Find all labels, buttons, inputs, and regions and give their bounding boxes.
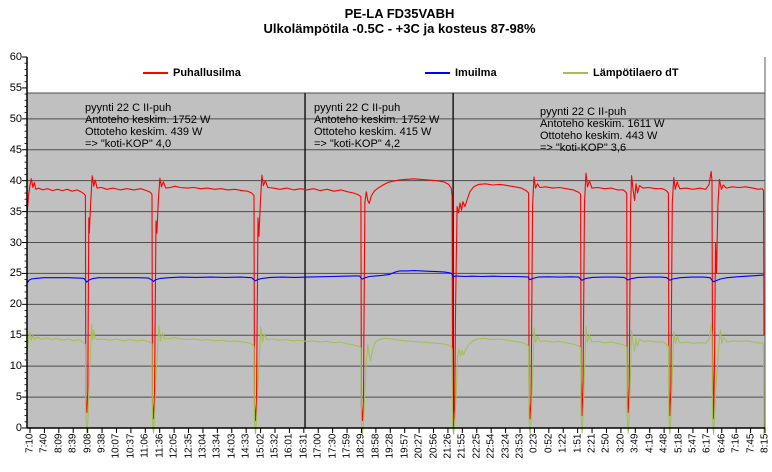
y-tick-label: 35 — [9, 205, 22, 218]
x-tick-label: 17:00 — [312, 433, 324, 459]
x-tick-label: 17:59 — [341, 433, 353, 459]
x-tick-label: 6:17 — [701, 433, 713, 453]
x-tick-label: 22:25 — [471, 433, 483, 459]
x-tick-label: 15:02 — [255, 433, 267, 459]
y-tick-label: 30 — [9, 236, 22, 249]
x-tick-label: 17:30 — [327, 433, 339, 459]
x-tick-label: 18:58 — [370, 433, 382, 459]
annotation-line: Ottoteho keskim. 415 W — [314, 126, 432, 138]
annotation-line: pyynti 22 C II-puh — [540, 106, 627, 118]
x-tick-label: 3:49 — [629, 433, 641, 453]
x-tick-label: 11:06 — [139, 433, 151, 458]
annotation-line: pyynti 22 C II-puh — [85, 102, 172, 114]
legend-item-imuilma: Imuilma — [425, 66, 497, 80]
y-tick-label: 15 — [9, 329, 22, 342]
legend-line-imuilma-icon — [425, 72, 450, 74]
annotation-line: Ottoteho keskim. 439 W — [85, 126, 203, 138]
annotation-line: => "koti-KOP" 3,6 — [540, 142, 627, 154]
legend-label: Lämpötilaero dT — [593, 67, 679, 79]
chart-title: PE-LA FD35VABH — [344, 6, 455, 21]
x-tick-label: 9:38 — [96, 433, 108, 453]
annotation-period-2: pyynti 22 C II-puh Antoteho keskim. 1752… — [314, 102, 439, 150]
chart-title-block: PE-LA FD35VABH Ulkolämpötila -0.5C - +3C… — [27, 6, 772, 36]
chart-subtitle: Ulkolämpötila -0.5C - +3C ja kosteus 87-… — [263, 21, 536, 36]
x-tick-label: 3:20 — [615, 433, 627, 453]
x-tick-label: 13:04 — [197, 433, 209, 459]
legend-line-puhallusilma-icon — [143, 72, 168, 74]
x-tick-label: 8:15 — [759, 433, 771, 453]
y-tick-label: 5 — [15, 391, 22, 404]
x-tick-label: 19:28 — [384, 433, 396, 459]
x-tick-label: 16:31 — [298, 433, 310, 459]
legend-label: Puhallusilma — [173, 67, 241, 79]
x-tick-label: 4:19 — [644, 433, 656, 453]
annotation-period-1: pyynti 22 C II-puh Antoteho keskim. 1752… — [85, 102, 210, 150]
x-tick-label: 7:45 — [745, 433, 757, 453]
annotation-line: Antoteho keskim. 1752 W — [85, 114, 211, 126]
x-tick-label: 2:50 — [600, 433, 612, 453]
x-tick-label: 13:34 — [211, 433, 223, 459]
x-tick-label: 0:52 — [543, 433, 555, 453]
series-line-puhallusilma — [26, 170, 765, 424]
x-tick-label: 19:57 — [399, 433, 411, 459]
y-tick-label: 10 — [9, 360, 22, 373]
y-tick-label: 20 — [9, 298, 22, 311]
x-tick-label: 5:47 — [687, 433, 699, 453]
x-tick-label: 11:36 — [154, 433, 166, 458]
x-tick-label: 21:26 — [442, 433, 454, 459]
annotation-line: => "koti-KOP" 4,2 — [314, 138, 401, 150]
legend-item-lampotilaero: Lämpötilaero dT — [563, 66, 679, 80]
annotation-line: pyynti 22 C II-puh — [314, 102, 401, 114]
legend-line-lampotilaero-icon — [563, 72, 588, 74]
annotation-period-3: pyynti 22 C II-puh Antoteho keskim. 1611… — [540, 106, 665, 154]
x-tick-label: 23:53 — [514, 433, 526, 459]
x-tick-label: 12:05 — [168, 433, 180, 459]
y-tick-label: 45 — [9, 143, 22, 156]
y-tick-label: 60 — [9, 51, 22, 63]
y-tick-label: 0 — [15, 422, 22, 434]
x-tick-label: 14:33 — [240, 433, 252, 459]
x-tick-label: 9:08 — [82, 433, 94, 453]
x-tick-label: 0:23 — [528, 433, 540, 453]
y-tick-label: 55 — [9, 81, 22, 94]
x-tick-label: 14:03 — [226, 433, 238, 459]
legend-item-puhallusilma: Puhallusilma — [143, 66, 241, 80]
series-line-imuilma — [26, 270, 765, 284]
x-tick-label: 23:24 — [500, 433, 512, 459]
x-tick-label: 12:35 — [183, 433, 195, 459]
x-tick-label: 15:32 — [269, 433, 281, 459]
x-tick-label: 7:40 — [38, 433, 50, 453]
x-tick-label: 16:01 — [283, 433, 295, 459]
x-tick-label: 1:51 — [572, 433, 584, 453]
annotation-line: => "koti-KOP" 4,0 — [85, 138, 172, 150]
annotation-line: Antoteho keskim. 1611 W — [540, 118, 665, 130]
x-tick-label: 8:39 — [67, 433, 79, 453]
y-tick-label: 50 — [9, 112, 22, 125]
annotation-line: Ottoteho keskim. 443 W — [540, 130, 658, 142]
legend-band — [27, 57, 765, 93]
x-tick-label: 10:07 — [110, 433, 122, 459]
series-line-l-mp-tilaero-dt — [26, 323, 765, 435]
x-tick-label: 22:54 — [485, 433, 497, 459]
y-tick-label: 25 — [9, 267, 22, 280]
y-tick-label: 40 — [9, 174, 22, 187]
x-tick-label: 10:37 — [125, 433, 137, 459]
x-tick-label: 2:21 — [586, 433, 598, 453]
x-tick-label: 8:09 — [53, 433, 65, 453]
annotation-line: Antoteho keskim. 1752 W — [314, 114, 440, 126]
x-tick-label: 18:29 — [355, 433, 367, 459]
x-tick-label: 20:56 — [428, 433, 440, 459]
x-tick-label: 1:22 — [557, 433, 569, 453]
x-tick-label: 4:48 — [658, 433, 670, 453]
legend-label: Imuilma — [455, 67, 497, 79]
x-tick-label: 5:18 — [673, 433, 685, 453]
x-tick-label: 21:55 — [456, 433, 468, 459]
x-tick-label: 7:10 — [24, 433, 36, 453]
x-tick-label: 20:27 — [413, 433, 425, 459]
x-tick-label: 7:16 — [730, 433, 742, 453]
x-tick-label: 6:46 — [716, 433, 728, 453]
